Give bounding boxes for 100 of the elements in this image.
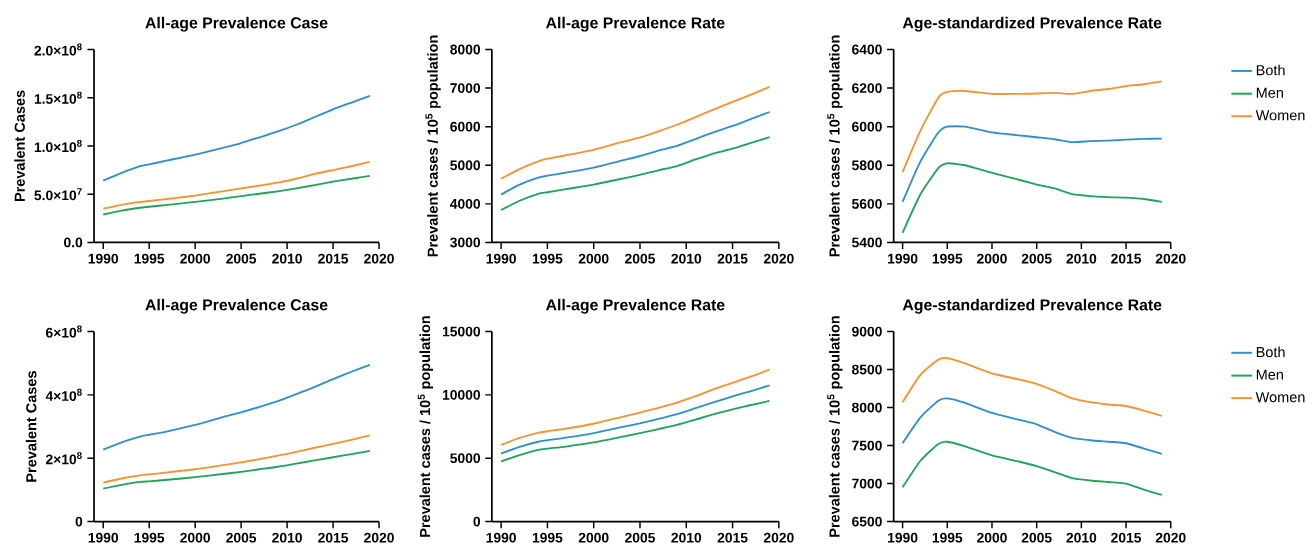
x-tick-label: 1995 bbox=[532, 253, 563, 264]
x-tick-label: 2010 bbox=[1066, 253, 1097, 264]
y-tick-label: 7500 bbox=[852, 440, 882, 451]
line-series bbox=[901, 356, 1163, 417]
line-series bbox=[102, 174, 371, 216]
y-axis-title: Prevalent cases / 10$^{5}$ population bbox=[827, 35, 843, 257]
y-tick-label: 0 bbox=[75, 516, 83, 527]
x-tick-label: 2015 bbox=[1111, 253, 1142, 264]
line-series bbox=[901, 397, 1163, 455]
y-tick-label: 4×10$^{8}$ bbox=[45, 388, 82, 401]
line-series bbox=[500, 85, 771, 180]
y-tick-label: 5000 bbox=[450, 160, 481, 171]
y-axis-title: Prevalent Cases bbox=[14, 90, 25, 201]
y-tick-label: 4000 bbox=[449, 198, 481, 209]
x-tick-label: 2020 bbox=[763, 253, 794, 264]
y-tick-label: 1.0×10$^{8}$ bbox=[34, 139, 82, 152]
x-tick-label: 1995 bbox=[932, 253, 963, 264]
x-tick-label: 1995 bbox=[134, 532, 165, 543]
y-tick-label: 0.0 bbox=[64, 237, 83, 248]
y-axis-title: Prevalent cases / 10$^{5}$ population bbox=[417, 316, 433, 537]
chart-title: All-age Prevalence Rate bbox=[545, 16, 725, 32]
line-series bbox=[102, 363, 371, 451]
x-tick-label: 1990 bbox=[888, 253, 918, 264]
line-series bbox=[500, 399, 771, 463]
legend-label: Women bbox=[1255, 110, 1305, 121]
line-series bbox=[500, 368, 771, 446]
y-tick-label: 8000 bbox=[450, 44, 481, 55]
y-tick-label: 6×10$^{8}$ bbox=[46, 325, 82, 338]
y-tick-label: 9000 bbox=[852, 326, 882, 337]
x-tick-label: 2005 bbox=[1021, 532, 1052, 543]
y-tick-label: 5.0×10$^{7}$ bbox=[34, 188, 82, 201]
y-tick-label: 6000 bbox=[450, 121, 481, 132]
legend-label: Both bbox=[1256, 64, 1285, 76]
x-tick-label: 2020 bbox=[364, 253, 394, 264]
line-series bbox=[901, 162, 1163, 234]
y-axis-title: Prevalent cases / 10$^{5}$ population bbox=[827, 316, 843, 537]
legend-label: Men bbox=[1256, 87, 1283, 98]
x-tick-label: 2015 bbox=[1111, 532, 1142, 543]
y-axis-title: Prevalent cases / 10$^{5}$ population bbox=[425, 35, 441, 257]
y-tick-label: 2.0×10$^{8}$ bbox=[34, 43, 82, 56]
y-tick-label: 5600 bbox=[852, 198, 882, 209]
y-tick-label: 0 bbox=[473, 516, 481, 527]
x-tick-label: 2020 bbox=[364, 532, 394, 543]
x-tick-label: 2010 bbox=[272, 532, 302, 543]
y-tick-label: 5800 bbox=[852, 160, 882, 171]
y-tick-label: 15000 bbox=[442, 326, 481, 337]
x-tick-label: 2010 bbox=[272, 253, 302, 264]
x-tick-label: 2015 bbox=[717, 253, 748, 264]
x-tick-label: 2015 bbox=[318, 532, 349, 543]
y-tick-label: 7000 bbox=[852, 478, 882, 489]
chart-title: All-age Prevalence Case bbox=[145, 16, 328, 32]
x-tick-label: 1990 bbox=[88, 532, 119, 543]
chart-title: Age-standardized Prevalence Rate bbox=[902, 298, 1162, 314]
x-tick-label: 2000 bbox=[578, 532, 609, 543]
x-tick-label: 2010 bbox=[1066, 532, 1097, 543]
y-tick-label: 6000 bbox=[852, 121, 882, 132]
x-tick-label: 2015 bbox=[318, 253, 349, 264]
x-tick-label: 2020 bbox=[763, 532, 794, 543]
line-series bbox=[901, 125, 1163, 203]
line-series bbox=[901, 80, 1163, 173]
line-series bbox=[102, 160, 371, 210]
x-tick-label: 2000 bbox=[977, 532, 1007, 543]
legend-label: Women bbox=[1255, 392, 1305, 403]
y-tick-label: 3000 bbox=[450, 237, 481, 248]
line-series bbox=[500, 136, 771, 211]
x-tick-label: 2005 bbox=[625, 532, 655, 543]
x-tick-label: 2010 bbox=[671, 532, 702, 543]
y-tick-label: 6200 bbox=[852, 83, 882, 93]
x-tick-label: 2000 bbox=[578, 253, 609, 264]
x-tick-label: 1990 bbox=[486, 532, 516, 543]
chart-title: All-age Prevalence Case bbox=[145, 298, 328, 314]
x-tick-label: 2010 bbox=[671, 253, 702, 264]
x-tick-label: 2005 bbox=[1021, 253, 1052, 264]
y-tick-label: 1.5×10$^{8}$ bbox=[34, 91, 82, 104]
line-series bbox=[102, 94, 371, 182]
y-axis-title: Prevalent Cases bbox=[25, 370, 37, 482]
y-tick-label: 8500 bbox=[852, 364, 882, 375]
y-tick-label: 8000 bbox=[852, 402, 882, 413]
legend-label: Both bbox=[1256, 346, 1285, 358]
y-tick-label: 5400 bbox=[852, 237, 882, 248]
x-tick-label: 1990 bbox=[88, 253, 119, 264]
x-tick-label: 2000 bbox=[180, 532, 210, 543]
legend-label: Men bbox=[1256, 369, 1283, 380]
x-tick-label: 2015 bbox=[717, 532, 748, 543]
chart-title: All-age Prevalence Rate bbox=[545, 298, 725, 314]
line-series bbox=[901, 440, 1163, 496]
x-tick-label: 2000 bbox=[977, 253, 1007, 264]
y-tick-label: 10000 bbox=[442, 389, 481, 400]
line-series bbox=[500, 384, 771, 455]
y-tick-label: 2×10$^{8}$ bbox=[45, 452, 82, 465]
x-tick-label: 1995 bbox=[532, 532, 563, 543]
x-tick-label: 2005 bbox=[226, 532, 257, 543]
x-tick-label: 2020 bbox=[1155, 253, 1186, 264]
y-tick-label: 6400 bbox=[852, 44, 882, 55]
line-series bbox=[102, 449, 371, 490]
x-tick-label: 2005 bbox=[625, 253, 655, 264]
x-tick-label: 1995 bbox=[932, 532, 963, 543]
x-tick-label: 1990 bbox=[486, 253, 516, 264]
x-tick-label: 1995 bbox=[134, 253, 165, 264]
y-tick-label: 7000 bbox=[450, 83, 481, 93]
